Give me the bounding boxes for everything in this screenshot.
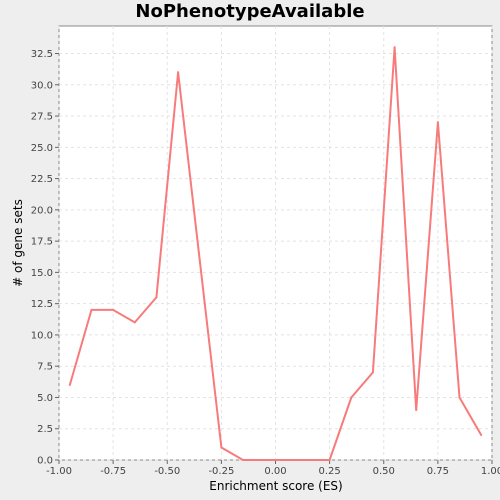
y-tick-label: 30.0 — [31, 80, 53, 91]
data-point — [285, 459, 288, 461]
x-tick-label: 0.00 — [264, 466, 286, 477]
y-tick-label: 5.0 — [37, 393, 53, 404]
data-point — [328, 459, 331, 461]
x-tick-label: 0.75 — [427, 466, 449, 477]
data-point — [350, 396, 353, 399]
data-point — [177, 71, 180, 74]
y-tick-label: 2.5 — [37, 424, 53, 435]
y-tick-label: 0.0 — [37, 456, 53, 467]
data-point — [68, 383, 71, 386]
chart-title: NoPhenotypeAvailable — [135, 1, 365, 22]
data-point — [306, 459, 309, 461]
data-point — [133, 321, 136, 324]
data-point — [242, 459, 245, 461]
x-tick-label: 0.25 — [318, 466, 340, 477]
data-point — [220, 446, 223, 449]
x-tick-label: 0.50 — [373, 466, 395, 477]
x-tick-label: -0.50 — [154, 466, 180, 477]
data-point — [415, 408, 418, 411]
y-tick-label: 10.0 — [31, 330, 53, 341]
y-tick-label: 32.5 — [31, 49, 53, 60]
x-tick-label: -0.25 — [208, 466, 234, 477]
data-point — [90, 308, 93, 311]
data-point — [436, 121, 439, 124]
y-tick-label: 12.5 — [31, 299, 53, 310]
y-axis-label: # of gene sets — [11, 199, 25, 287]
data-point — [480, 433, 483, 436]
data-point — [112, 308, 115, 311]
data-point — [371, 371, 374, 374]
x-axis-label: Enrichment score (ES) — [209, 479, 342, 493]
x-tick-label: -1.00 — [46, 466, 72, 477]
data-point — [198, 258, 201, 261]
series-layer — [68, 46, 483, 461]
y-tick-label: 20.0 — [31, 205, 53, 216]
data-point — [155, 296, 158, 299]
data-point — [263, 459, 266, 461]
grid-lines — [58, 26, 493, 461]
x-tick-label: 1.00 — [481, 466, 500, 477]
data-point — [458, 396, 461, 399]
y-tick-label: 25.0 — [31, 143, 53, 154]
y-tick-label: 27.5 — [31, 112, 53, 123]
x-tick-label: -0.75 — [100, 466, 126, 477]
series-line — [68, 46, 483, 461]
y-tick-label: 17.5 — [31, 237, 53, 248]
y-tick-label: 7.5 — [37, 362, 53, 373]
y-tick-label: 15.0 — [31, 268, 53, 279]
data-point — [393, 46, 396, 49]
axis-ticks: -1.00 -0.75 -0.50 -0.25 0.00 0.25 0.50 0.75 1.00… — [31, 49, 500, 477]
y-tick-label: 22.5 — [31, 174, 53, 185]
